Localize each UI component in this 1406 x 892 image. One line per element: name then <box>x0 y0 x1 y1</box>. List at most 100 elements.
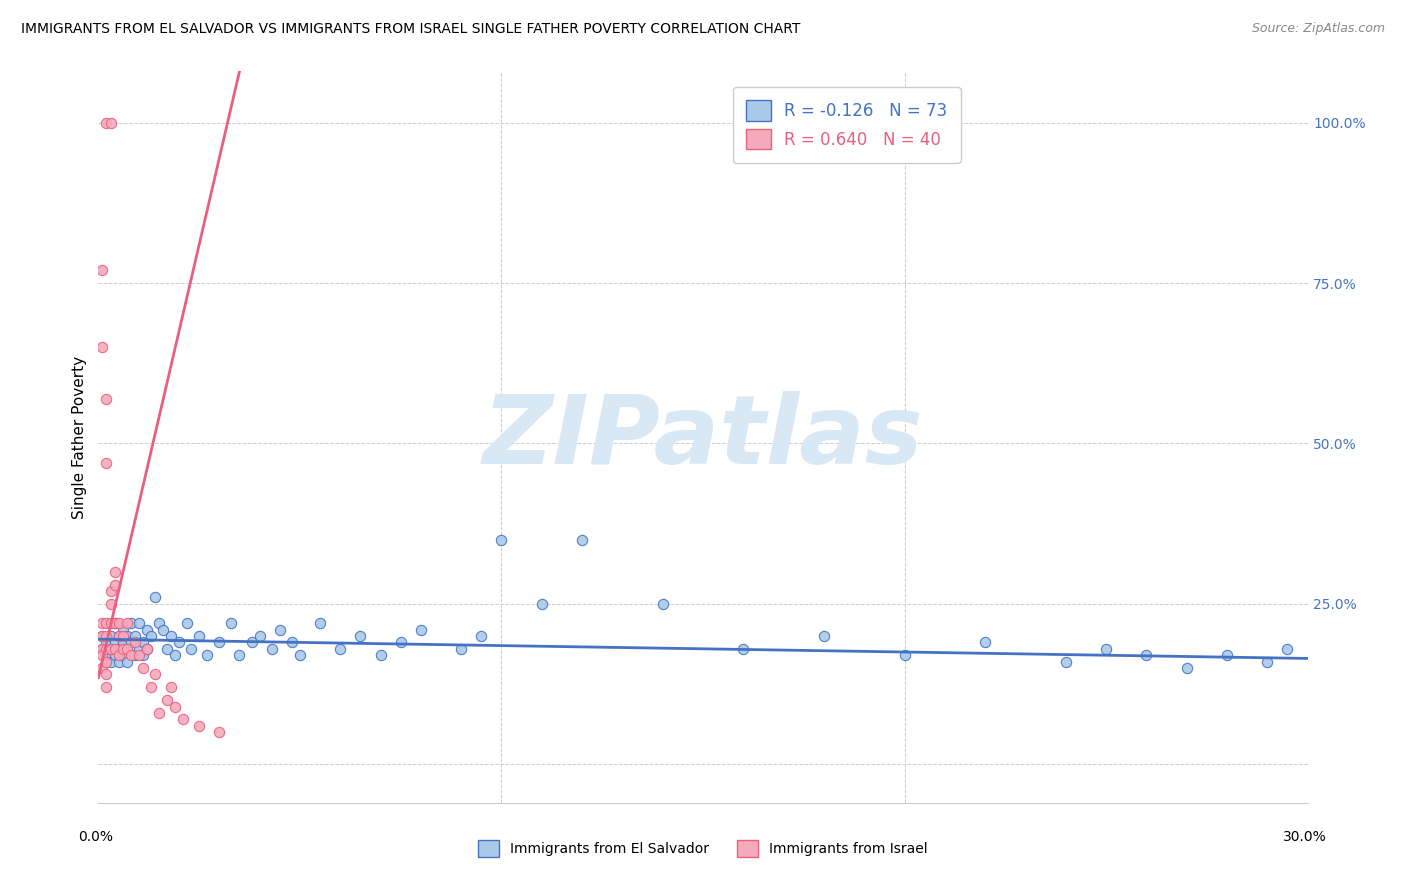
Point <box>96 648 118 663</box>
Point <box>135 641 157 656</box>
Point <box>208 635 231 649</box>
Point <box>180 641 202 656</box>
Point <box>100 655 122 669</box>
Point <box>176 616 198 631</box>
Point <box>167 635 190 649</box>
Point <box>115 655 138 669</box>
Point <box>107 641 129 656</box>
Point <box>163 648 186 663</box>
Point <box>208 725 231 739</box>
Point <box>124 648 146 663</box>
Point <box>228 648 250 663</box>
Point <box>107 629 129 643</box>
Point <box>96 616 118 631</box>
Text: 30.0%: 30.0% <box>1282 830 1327 844</box>
Point <box>188 629 211 643</box>
Point <box>132 661 155 675</box>
Point <box>96 392 118 406</box>
Point <box>813 629 835 643</box>
Point <box>349 629 371 643</box>
Point <box>148 706 170 720</box>
Point <box>281 635 304 649</box>
Point <box>160 629 183 643</box>
Point <box>115 641 138 656</box>
Point <box>124 629 146 643</box>
Point <box>152 623 174 637</box>
Point <box>260 641 283 656</box>
Point <box>128 648 150 663</box>
Point <box>100 597 122 611</box>
Point <box>309 616 332 631</box>
Point <box>128 616 150 631</box>
Point <box>530 597 553 611</box>
Point <box>409 623 432 637</box>
Point <box>329 641 352 656</box>
Point <box>370 648 392 663</box>
Point <box>163 699 186 714</box>
Point <box>1256 655 1278 669</box>
Point <box>128 641 150 656</box>
Point <box>1175 661 1198 675</box>
Point <box>103 641 125 656</box>
Point <box>96 629 118 643</box>
Point <box>111 641 134 656</box>
Point <box>389 635 412 649</box>
Point <box>450 641 472 656</box>
Point <box>96 641 118 656</box>
Point <box>120 616 142 631</box>
Point <box>470 629 492 643</box>
Point <box>96 116 118 130</box>
Point <box>91 641 114 656</box>
Point <box>96 456 118 470</box>
Point <box>103 616 125 631</box>
Point <box>974 635 997 649</box>
Point <box>188 719 211 733</box>
Point <box>107 616 129 631</box>
Point <box>107 655 129 669</box>
Point <box>91 340 114 354</box>
Point <box>132 648 155 663</box>
Point <box>100 641 122 656</box>
Point <box>96 635 118 649</box>
Point <box>91 641 114 656</box>
Point <box>135 623 157 637</box>
Point <box>132 635 155 649</box>
Point <box>172 712 194 726</box>
Point <box>148 616 170 631</box>
Point <box>893 648 915 663</box>
Point <box>96 667 118 681</box>
Point <box>269 623 291 637</box>
Point <box>96 655 118 669</box>
Point <box>100 116 122 130</box>
Point <box>115 629 138 643</box>
Text: 0.0%: 0.0% <box>79 830 112 844</box>
Point <box>160 681 183 695</box>
Point <box>111 648 134 663</box>
Point <box>249 629 271 643</box>
Point <box>91 616 114 631</box>
Point <box>91 263 114 277</box>
Point <box>139 681 162 695</box>
Point <box>195 648 218 663</box>
Point <box>1277 641 1299 656</box>
Point <box>288 648 311 663</box>
Point <box>91 629 114 643</box>
Point <box>91 661 114 675</box>
Point <box>143 591 166 605</box>
Text: IMMIGRANTS FROM EL SALVADOR VS IMMIGRANTS FROM ISRAEL SINGLE FATHER POVERTY CORR: IMMIGRANTS FROM EL SALVADOR VS IMMIGRANT… <box>21 22 800 37</box>
Point <box>135 641 157 656</box>
Point <box>111 623 134 637</box>
Point <box>1216 648 1239 663</box>
Text: Source: ZipAtlas.com: Source: ZipAtlas.com <box>1251 22 1385 36</box>
Point <box>120 648 142 663</box>
Point <box>1095 641 1118 656</box>
Point <box>107 648 129 663</box>
Point <box>100 616 122 631</box>
Point <box>115 641 138 656</box>
Point <box>111 629 134 643</box>
Y-axis label: Single Father Poverty: Single Father Poverty <box>72 356 87 518</box>
Point <box>91 648 114 663</box>
Point <box>651 597 673 611</box>
Point <box>733 641 755 656</box>
Point <box>115 616 138 631</box>
